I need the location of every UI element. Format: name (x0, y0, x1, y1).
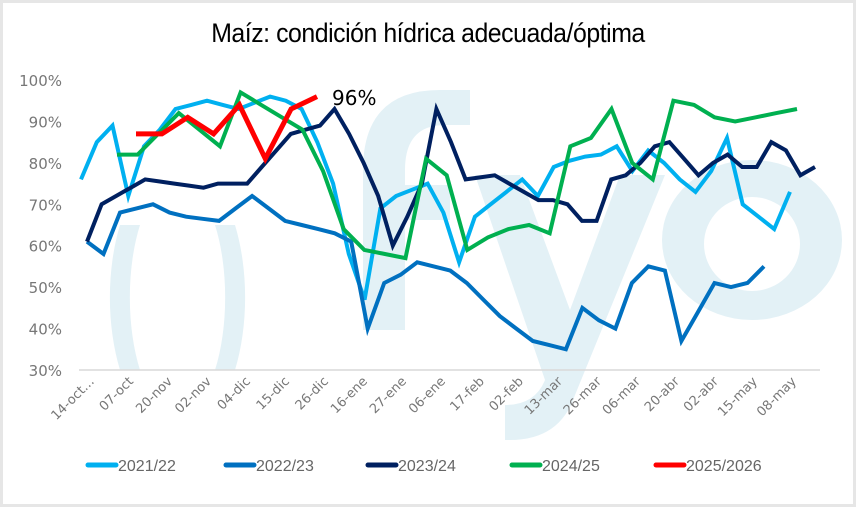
watermark-letter-y (475, 175, 665, 440)
x-tick-label: 02-nov (172, 374, 215, 417)
annotation-96: 96% (332, 86, 376, 110)
y-tick-label: 100% (19, 72, 62, 90)
series-line-2025-2026 (136, 94, 319, 165)
x-tick-label: 16-ene (328, 374, 371, 417)
y-tick-label: 80% (29, 155, 62, 173)
y-tick-label: 60% (29, 238, 62, 256)
y-axis: 30% 40% 50% 60% 70% 80% 90% 100% (19, 72, 62, 380)
x-tick-label: 20-abr (642, 374, 683, 415)
series-line-2023-24 (85, 102, 816, 252)
watermark-letter-o (109, 225, 140, 370)
legend-item: 2023/24 (365, 458, 456, 475)
series-lines (79, 89, 816, 352)
legend-label: 2024/25 (542, 458, 600, 475)
series-line-2024-25 (117, 89, 798, 261)
x-tick-label: 06-ene (406, 374, 449, 417)
y-tick-label: 40% (29, 321, 62, 339)
x-tick-label: 26-dic (293, 374, 332, 413)
x-tick-label: 04-dic (215, 374, 254, 413)
y-tick-label: 50% (29, 279, 62, 297)
legend-item: 2024/25 (509, 458, 600, 475)
legend-label: 2023/24 (398, 458, 456, 475)
legend-item: 2022/23 (223, 458, 314, 475)
x-tick-label: 15-dic (254, 374, 293, 413)
series-line-2021-22 (79, 94, 792, 301)
legend-item: 2021/22 (85, 458, 176, 475)
y-tick-label: 70% (29, 196, 62, 214)
y-tick-label: 30% (29, 362, 62, 380)
legend-label: 2025/2026 (686, 458, 762, 475)
x-tick-label: 17-feb (447, 374, 487, 414)
series-line-2022-23 (85, 193, 766, 352)
chart-title: Maíz: condición hídrica adecuada/óptima (211, 18, 645, 48)
watermark-letter-o-right (215, 225, 246, 370)
watermark-letter-o2 (662, 160, 842, 320)
x-tick-label: 07-oct (97, 374, 137, 414)
x-tick-label: 20-nov (133, 374, 176, 417)
legend-label: 2021/22 (118, 458, 176, 475)
legend: 2021/22 2022/23 2023/24 2024/25 2025/2026 (85, 458, 762, 475)
legend-label: 2022/23 (256, 458, 314, 475)
x-tick-label: 08-may (754, 374, 800, 420)
y-tick-label: 90% (29, 113, 62, 131)
chart-frame (3, 3, 853, 504)
x-tick-label: 27-ene (367, 374, 410, 417)
legend-item: 2025/2026 (653, 458, 762, 475)
x-tick-label: 15-may (715, 374, 761, 420)
x-tick-label: 14-oct… (49, 374, 98, 423)
x-tick-label: 06-mar (600, 374, 644, 418)
